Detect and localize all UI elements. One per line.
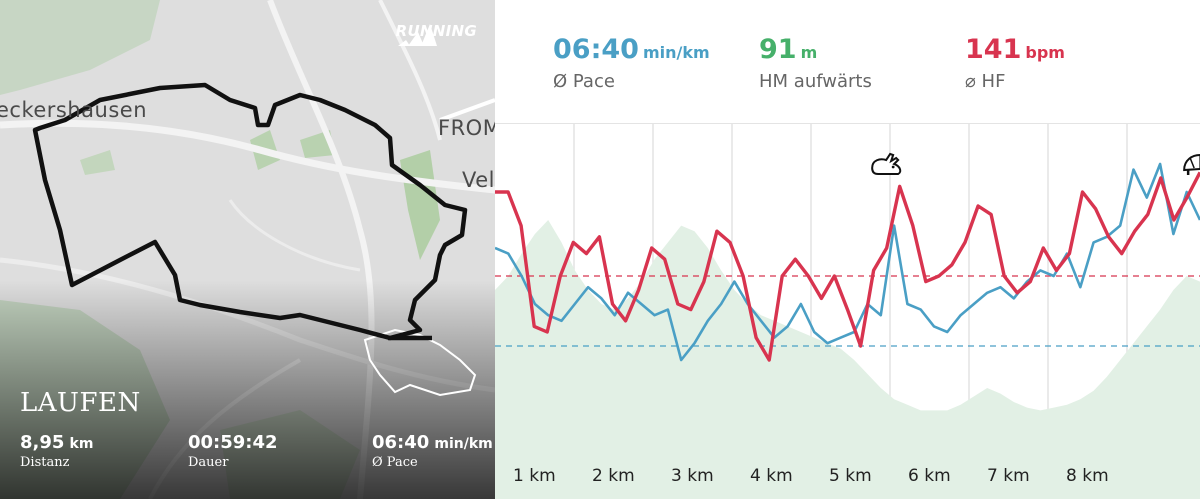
stat-value: 8,95 [20, 432, 65, 453]
stats-panel: 06:40 min/km Ø Pace 91 m HM aufwärts 141 bp… [495, 0, 1200, 499]
stat-value: 00:59:42 [188, 432, 278, 453]
stat-distance: 8,95 km Distanz [20, 432, 93, 470]
metric-value: 91 [759, 34, 797, 65]
km-tick-label: 4 km [750, 466, 793, 486]
km-tick-label: 7 km [987, 466, 1030, 486]
metric-unit: bpm [1025, 43, 1065, 62]
metric-label: ⌀ HF [965, 71, 1006, 92]
pace-heart-rate-chart[interactable] [495, 124, 1200, 499]
pace-line [495, 162, 1200, 362]
brand-badge: RUNNING [396, 22, 477, 46]
km-tick-label: 1 km [513, 466, 556, 486]
km-tick-label: 6 km [908, 466, 951, 486]
km-tick-label: 3 km [671, 466, 714, 486]
stat-unit: km [69, 436, 94, 452]
metric-pace: 06:40 min/km Ø Pace [553, 34, 710, 92]
stat-label: Dauer [188, 455, 229, 470]
metric-heart-rate: 141 bpm ⌀ HF [965, 34, 1065, 92]
metric-value: 141 [965, 34, 1022, 65]
adidas-running-logo-icon [397, 24, 437, 46]
km-tick-label: 8 km [1066, 466, 1109, 486]
map-place-label: eckershausen [0, 98, 148, 122]
map-place-label: FROM [438, 116, 495, 140]
metric-label: HM aufwärts [759, 71, 872, 92]
route-line [32, 82, 468, 341]
metric-unit: m [800, 43, 818, 62]
panel-divider [495, 123, 1200, 124]
map-background [0, 0, 495, 499]
stat-value: 06:40 [372, 432, 430, 453]
metric-value: 06:40 [553, 34, 639, 65]
map-place-label: Vel [462, 168, 495, 192]
activity-title: LAUFEN [20, 388, 141, 418]
km-tick-label: 5 km [829, 466, 872, 486]
metric-label: Ø Pace [553, 71, 615, 92]
km-tick-label: 2 km [592, 466, 635, 486]
stat-pace: 06:40 min/km Ø Pace [372, 432, 493, 470]
metric-elevation: 91 m HM aufwärts [759, 34, 872, 92]
heart-rate-line [495, 171, 1200, 362]
turtle-icon [1183, 154, 1200, 175]
stat-label: Distanz [20, 455, 70, 470]
rabbit-icon [871, 152, 902, 175]
elevation-area [495, 220, 1200, 499]
route-map[interactable]: eckershausen FROM Vel RUNNING LAUFEN 8,9… [0, 0, 495, 499]
stat-duration: 00:59:42 Dauer [188, 432, 278, 470]
stat-label: Ø Pace [372, 455, 418, 470]
stat-unit: min/km [434, 436, 493, 452]
metric-unit: min/km [642, 43, 710, 62]
